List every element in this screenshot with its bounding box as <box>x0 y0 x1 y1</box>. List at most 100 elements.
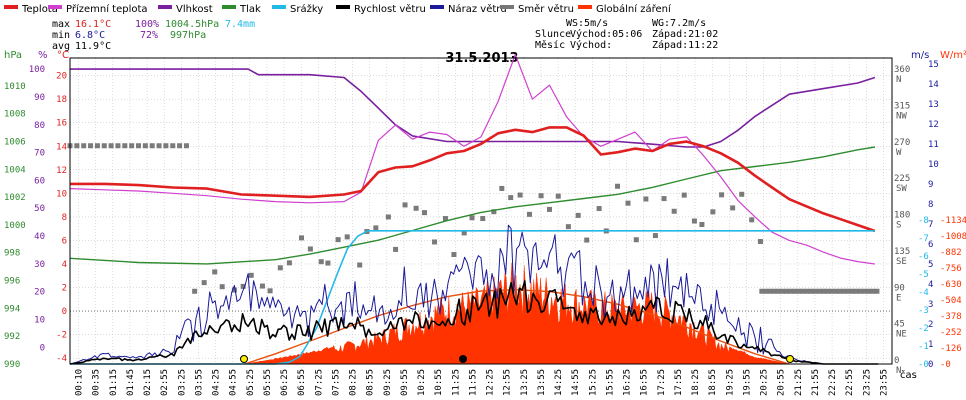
x-tick-31: 15:55 <box>605 369 615 396</box>
wind-dir-point <box>385 214 391 220</box>
wind-dir-point <box>538 193 544 199</box>
wind-speed-line <box>69 280 879 365</box>
rain-tick-8: -0 <box>918 360 929 370</box>
x-tick-4: 02:15 <box>143 369 153 396</box>
wind-dir-point <box>163 143 169 149</box>
temp-tick-1: 18 <box>56 95 67 105</box>
legend-label-4: Srážky <box>290 3 323 15</box>
sunrise-marker <box>240 355 248 363</box>
wind-dir-point <box>74 143 80 149</box>
wind-dir-point <box>853 288 859 294</box>
x-tick-5: 02:55 <box>160 369 170 396</box>
unit-wm2: W/m² <box>940 50 966 61</box>
wind-dir-point <box>671 208 677 214</box>
wind-dir-point <box>491 209 497 215</box>
wind-dir-point <box>286 260 292 266</box>
humidity-tick-5: 50 <box>34 204 45 214</box>
wind-dir-point <box>177 143 183 149</box>
wind-dir-point <box>461 230 467 236</box>
astro-info: WS:5m/s WG:7.2m/s Slunce Východ:05:06 Zá… <box>535 18 718 51</box>
wind-dir-point <box>862 288 868 294</box>
x-tick-11: 05:55 <box>263 369 273 396</box>
humidity-tick-6: 40 <box>34 232 45 242</box>
temp-tick-10: 0 <box>62 307 67 317</box>
wind-dir-point <box>829 288 835 294</box>
wind-dir-point <box>739 191 745 197</box>
wind-dir-point <box>565 224 571 230</box>
wind-dir-point <box>816 288 822 294</box>
wind-dir-point <box>88 143 94 149</box>
pressure-tick-4: 1002 <box>4 193 26 203</box>
info-moon-set: Západ:11:22 <box>652 39 718 51</box>
x-tick-25: 12:55 <box>503 369 513 396</box>
wind-dir-point <box>156 143 162 149</box>
wind-dir-point <box>652 233 658 239</box>
rain-tick-1: -7 <box>918 234 929 244</box>
wind-dir-point <box>526 211 532 217</box>
legend: Teplota Přízemní teplota Vlhkost Tlak Srážky… <box>4 3 672 15</box>
wind-dir-point <box>661 196 667 202</box>
info-sun-rise: Východ:05:06 <box>570 28 642 40</box>
wind-dir-point <box>183 143 189 149</box>
wind-dir-point <box>129 143 135 149</box>
wind-dir-point <box>142 143 148 149</box>
wind-dir-point <box>821 288 826 294</box>
dir-tick-deg-7: 45 <box>894 320 905 330</box>
x-tick-1: 00:35 <box>92 369 102 396</box>
legend-label-2: Vlhkost <box>176 4 213 15</box>
pressure-tick-1: 1008 <box>4 110 26 120</box>
series-lines <box>69 53 879 365</box>
x-tick-23: 11:55 <box>468 369 478 396</box>
wind-dir-point <box>841 288 847 294</box>
wind-tick-12: 3 <box>928 300 933 310</box>
wind-tick-5: 10 <box>928 160 939 170</box>
dir-tick-name-6: E <box>896 293 901 303</box>
wind-dir-point <box>240 283 246 289</box>
legend-swatch-2 <box>158 5 172 9</box>
wind-dir-point <box>771 288 777 294</box>
legend-swatch-4 <box>272 5 286 9</box>
stats-max-hum: 100% <box>135 19 159 30</box>
x-tick-20: 10:25 <box>417 369 427 396</box>
humidity-tick-10: 0 <box>40 343 45 353</box>
wind-dir-point <box>325 260 331 266</box>
x-tick-3: 01:45 <box>126 369 136 396</box>
wind-dir-point <box>775 288 781 294</box>
wind-dir-point <box>373 225 379 231</box>
dir-tick-name-2: W <box>896 148 902 158</box>
radiation-tick-9: -0 <box>940 360 951 370</box>
rain-tick-7: -1 <box>918 342 929 352</box>
wind-tick-7: 8 <box>928 200 933 210</box>
wind-tick-3: 12 <box>928 120 939 130</box>
radiation-tick-1: -1008 <box>940 232 966 242</box>
temp-tick-8: 4 <box>62 260 67 270</box>
x-tick-46: 23:25 <box>862 369 872 396</box>
pressure-tick-2: 1006 <box>4 137 26 147</box>
stats-max-label: max <box>52 19 70 30</box>
wind-dir-point <box>792 288 798 294</box>
x-tick-22: 11:25 <box>451 369 461 396</box>
wind-dir-point <box>833 288 839 294</box>
wind-dir-point <box>767 288 773 294</box>
wind-dir-point <box>451 252 457 258</box>
wind-tick-4: 11 <box>928 140 939 150</box>
legend-swatch-0 <box>4 5 18 9</box>
radiation-tick-8: -126 <box>940 344 962 354</box>
x-tick-37: 18:55 <box>708 369 718 396</box>
wind-dir-point <box>633 237 639 243</box>
wind-dir-point <box>101 143 107 149</box>
dir-tick-name-1: NW <box>896 111 907 121</box>
theoretical-radiation-line <box>244 289 790 365</box>
pressure-tick-10: 990 <box>4 360 20 370</box>
wind-tick-6: 9 <box>928 180 933 190</box>
rain-line <box>70 230 875 365</box>
temp-tick-11: -2 <box>56 331 67 341</box>
wind-dir-point <box>788 288 794 294</box>
x-tick-12: 06:25 <box>280 369 290 396</box>
humidity-tick-0: 100 <box>29 65 45 75</box>
wind-dir-point <box>357 262 363 268</box>
temp-tick-6: 8 <box>62 213 67 223</box>
x-tick-28: 14:25 <box>554 369 564 396</box>
humidity-tick-1: 90 <box>34 93 45 103</box>
